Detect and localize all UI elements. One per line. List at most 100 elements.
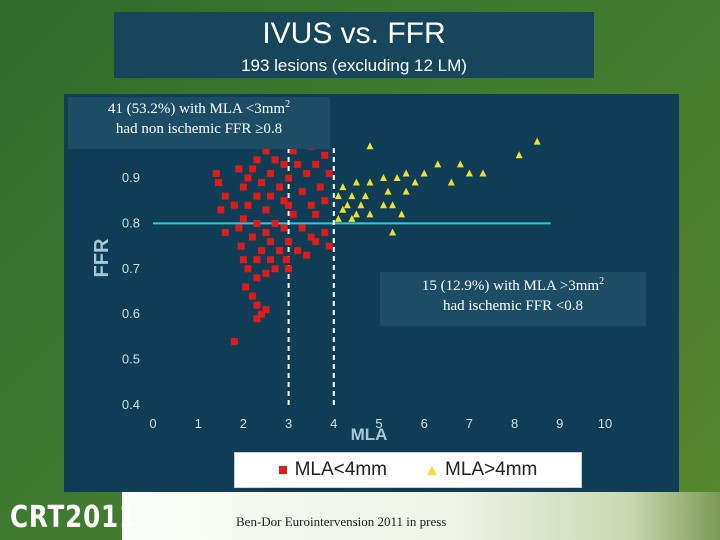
data-point-red — [289, 147, 297, 155]
data-point-yellow — [361, 192, 369, 200]
data-point-yellow — [348, 214, 356, 222]
x-tick-label: 7 — [466, 416, 473, 431]
data-point-red — [239, 215, 247, 223]
chart-legend: MLA<4mm MLA>4mm — [234, 452, 582, 488]
callout-low-mla: 41 (53.2%) with MLA <3mm2 had non ischem… — [68, 97, 330, 149]
data-point-red — [257, 247, 265, 255]
data-point-red — [321, 228, 329, 236]
data-point-yellow — [434, 160, 442, 168]
data-point-red — [221, 228, 229, 236]
data-point-yellow — [402, 187, 410, 195]
data-point-red — [285, 201, 293, 209]
data-point-yellow — [515, 151, 523, 159]
data-point-red — [244, 265, 252, 273]
legend-item-red: MLA<4mm — [278, 459, 387, 481]
data-point-red — [312, 210, 320, 218]
data-point-red — [307, 201, 315, 209]
callout-high-mla: 15 (12.9%) with MLA >3mm2 had ischemic F… — [380, 272, 646, 326]
data-point-red — [239, 183, 247, 191]
data-point-yellow — [352, 210, 360, 218]
data-point-red — [248, 165, 256, 173]
data-point-yellow — [465, 169, 473, 177]
data-point-yellow — [389, 228, 397, 236]
x-tick-label: 5 — [375, 416, 382, 431]
slide-title: IVUS vs. FFR — [262, 17, 446, 50]
data-point-red — [321, 197, 329, 205]
data-point-red — [312, 238, 320, 246]
data-point-yellow — [339, 183, 347, 191]
data-point-red — [242, 283, 250, 291]
citation: Ben-Dor Eurointervension 2011 in press — [236, 514, 447, 529]
y-axis-label: FFR — [91, 238, 113, 277]
title-box: IVUS vs. FFR 193 lesions (excluding 12 L… — [114, 12, 594, 78]
x-tick-label: 4 — [330, 416, 337, 431]
data-point-red — [307, 233, 315, 241]
data-point-red — [285, 238, 293, 246]
footer-band — [122, 492, 720, 540]
data-point-yellow — [402, 169, 410, 177]
data-point-yellow — [420, 169, 428, 177]
data-point-red — [280, 197, 288, 205]
data-point-red — [244, 174, 252, 182]
data-point-yellow — [334, 214, 342, 222]
yellow-triangle-icon — [427, 465, 437, 475]
data-point-red — [267, 256, 275, 264]
callout-right-line2: had ischemic FFR <0.8 — [442, 298, 584, 314]
data-point-yellow — [357, 201, 365, 209]
callout-left-superscript: 2 — [285, 99, 291, 110]
x-tick-label: 8 — [511, 416, 518, 431]
data-point-red — [248, 292, 256, 300]
data-point-yellow — [366, 210, 374, 218]
y-tick-label: 0.5 — [122, 352, 140, 367]
data-point-red — [280, 160, 288, 168]
data-point-red — [267, 238, 275, 246]
data-point-red — [253, 219, 261, 227]
data-point-yellow — [339, 205, 347, 213]
data-point-red — [280, 224, 288, 232]
data-point-red — [235, 165, 243, 173]
data-point-red — [253, 274, 261, 282]
data-point-red — [294, 247, 302, 255]
data-point-yellow — [398, 210, 406, 218]
data-point-yellow — [380, 174, 388, 181]
x-tick-label: 0 — [149, 416, 156, 431]
data-point-red — [271, 219, 279, 227]
data-point-red — [267, 169, 275, 177]
data-point-red — [289, 210, 297, 218]
data-point-red — [298, 188, 306, 196]
data-point-red — [271, 265, 279, 273]
y-tick-label: 0.4 — [122, 397, 140, 412]
data-point-red — [215, 179, 223, 187]
data-point-red — [230, 337, 238, 345]
data-point-red — [303, 169, 311, 177]
data-point-yellow — [533, 137, 541, 145]
y-tick-label: 0.8 — [122, 215, 140, 230]
data-point-red — [316, 183, 324, 191]
x-tick-label: 3 — [285, 416, 292, 431]
data-point-red — [285, 174, 293, 182]
legend-label-yellow: MLA>4mm — [445, 459, 538, 480]
data-point-red — [257, 179, 265, 187]
y-tick-label: 0.9 — [122, 170, 140, 185]
data-point-red — [276, 183, 284, 191]
data-point-yellow — [380, 201, 388, 209]
data-point-red — [212, 169, 220, 177]
data-point-red — [253, 301, 261, 309]
data-point-red — [298, 224, 306, 232]
y-tick-label: 0.7 — [122, 261, 140, 276]
x-tick-label: 1 — [195, 416, 202, 431]
data-point-yellow — [366, 178, 374, 186]
data-point-red — [294, 160, 302, 168]
data-point-yellow — [411, 178, 419, 186]
data-point-red — [237, 242, 245, 250]
data-point-red — [217, 206, 225, 214]
data-point-red — [235, 224, 243, 232]
data-point-red — [262, 147, 270, 155]
data-point-yellow — [384, 187, 392, 195]
data-point-red — [303, 251, 311, 259]
data-point-red — [262, 206, 270, 214]
data-point-yellow — [447, 178, 455, 186]
data-point-red — [267, 192, 275, 200]
data-point-yellow — [348, 192, 356, 200]
